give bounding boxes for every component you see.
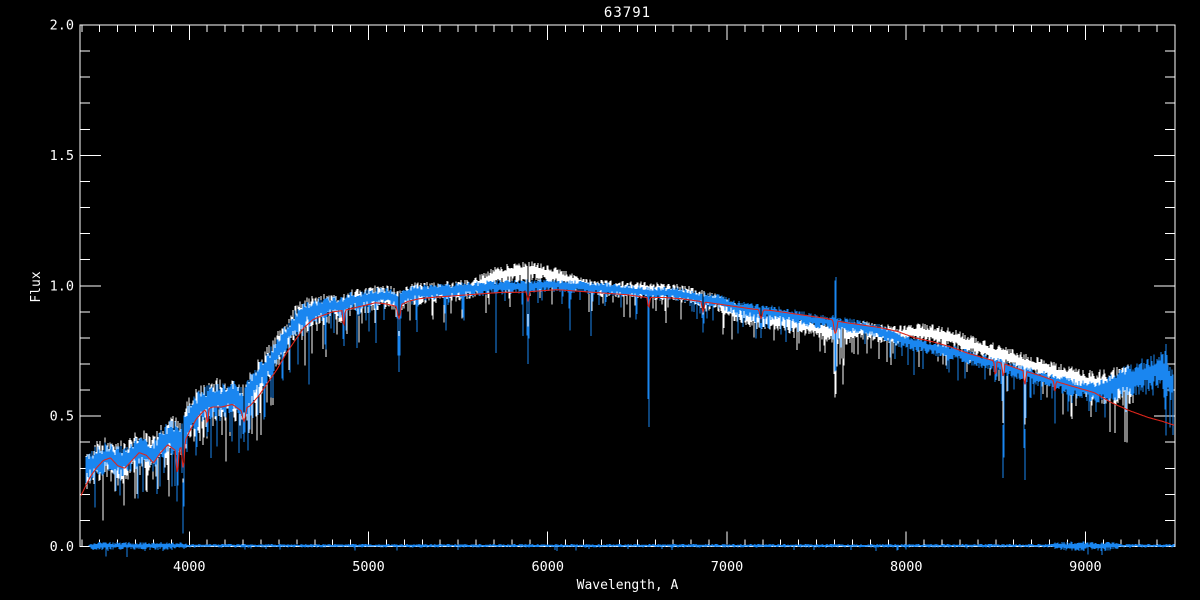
plot-title: 63791 [604,5,651,21]
x-tick-label: 8000 [890,559,923,575]
zero-baseline [88,541,1175,557]
y-tick-label: 0.0 [50,539,74,555]
y-tick-label: 1.0 [50,278,74,294]
x-tick-label: 4000 [173,559,206,575]
x-tick-label: 6000 [531,559,564,575]
x-tick-label: 7000 [711,559,744,575]
x-tick-label: 9000 [1069,559,1102,575]
y-tick-label: 2.0 [50,18,74,34]
x-axis-label: Wavelength, A [577,578,679,593]
x-tick-label: 5000 [352,559,385,575]
y-axis-label: Flux [29,271,44,302]
spectra-series-group [80,261,1175,557]
y-tick-label: 0.5 [50,409,74,425]
y-tick-label: 1.5 [50,148,74,164]
continuum-fit-red [80,289,1175,496]
